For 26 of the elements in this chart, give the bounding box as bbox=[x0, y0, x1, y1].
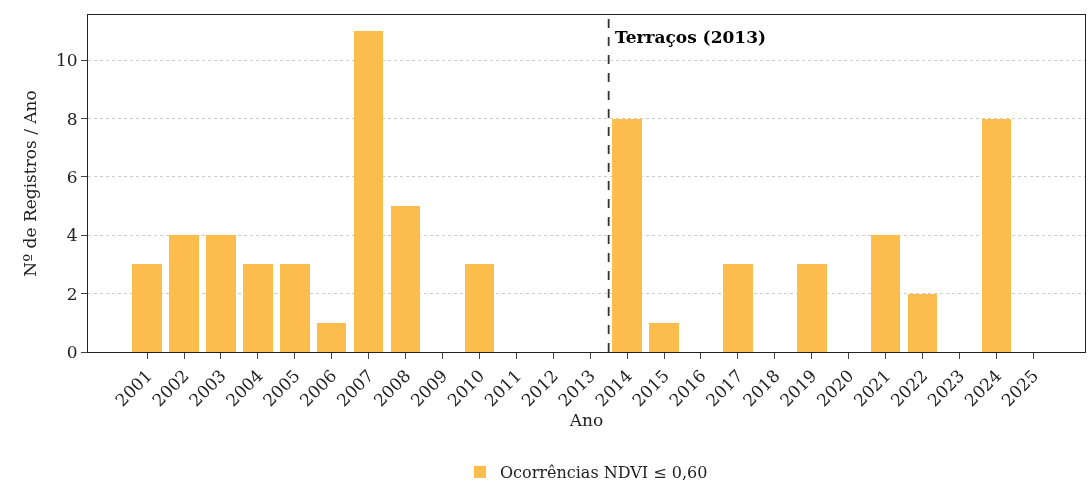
bar bbox=[243, 264, 273, 352]
bar bbox=[132, 264, 162, 352]
bar bbox=[649, 323, 679, 352]
legend-label: Ocorrências NDVI ≤ 0,60 bbox=[500, 463, 708, 483]
bar bbox=[391, 206, 420, 352]
y-tick-label: 0 bbox=[66, 341, 78, 362]
y-tick-label: 2 bbox=[66, 283, 78, 304]
bar bbox=[797, 264, 827, 352]
y-tick-label: 4 bbox=[66, 225, 78, 246]
bar bbox=[871, 235, 900, 352]
y-tick-label: 8 bbox=[66, 108, 78, 129]
bar bbox=[908, 294, 937, 352]
bar bbox=[169, 235, 199, 352]
bar bbox=[280, 264, 310, 352]
bar bbox=[612, 119, 642, 352]
bar bbox=[465, 264, 494, 352]
bar bbox=[354, 31, 383, 352]
bar bbox=[723, 264, 753, 352]
x-axis-title: Ano bbox=[568, 410, 604, 431]
bar bbox=[982, 119, 1011, 352]
y-axis-title: Nº de Registros / Ano bbox=[19, 90, 40, 277]
y-tick-label: 10 bbox=[55, 50, 78, 71]
bar bbox=[206, 235, 236, 352]
bar bbox=[317, 323, 346, 352]
y-tick-label: 6 bbox=[66, 166, 78, 187]
ref-line-label: Terraços (2013) bbox=[615, 27, 767, 47]
